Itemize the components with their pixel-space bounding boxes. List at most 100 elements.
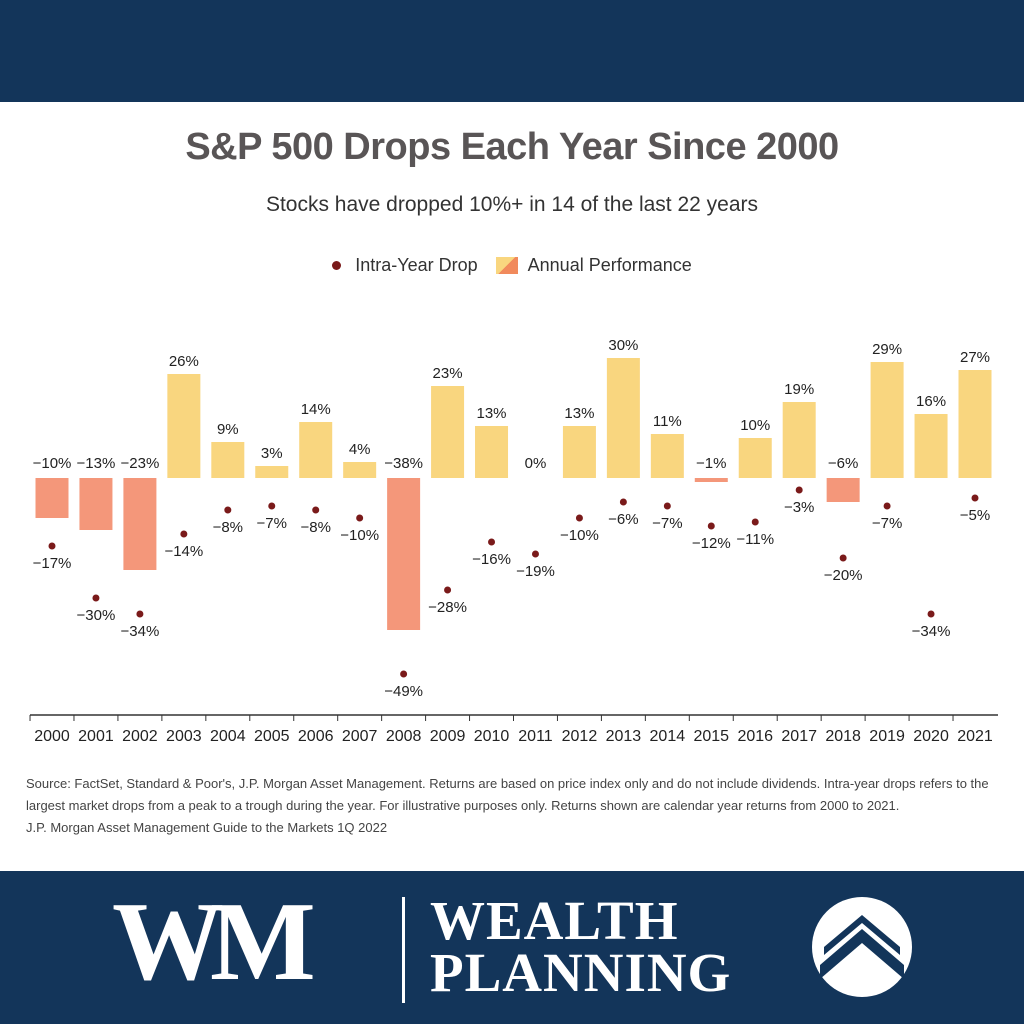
x-tick-label-2013: 2013 bbox=[606, 728, 642, 745]
annual-bar-2014 bbox=[650, 434, 684, 478]
drop-label-2021: −5% bbox=[960, 507, 990, 524]
x-tick-label-2004: 2004 bbox=[210, 728, 246, 745]
x-tick-label-2015: 2015 bbox=[693, 728, 729, 745]
drop-label-2016: −11% bbox=[736, 531, 774, 548]
annual-bar-2016 bbox=[738, 438, 772, 478]
annual-label-2019: 29% bbox=[872, 341, 902, 358]
drop-label-2000: −17% bbox=[33, 555, 72, 572]
annual-bar-2000 bbox=[35, 478, 69, 518]
legend-drop-label: Intra-Year Drop bbox=[355, 255, 478, 275]
x-tick-label-2007: 2007 bbox=[342, 728, 378, 745]
annual-label-2005: 3% bbox=[261, 445, 283, 462]
drop-label-2011: −19% bbox=[516, 563, 555, 580]
drop-label-2015: −12% bbox=[692, 535, 731, 552]
drop-label-2009: −28% bbox=[428, 599, 467, 616]
x-tick-label-2011: 2011 bbox=[518, 728, 553, 745]
source-text: Source: FactSet, Standard & Poor's, J.P.… bbox=[26, 776, 989, 813]
annual-bar-2019 bbox=[870, 362, 904, 478]
drop-label-2004: −8% bbox=[213, 519, 243, 536]
drop-point-2007 bbox=[356, 514, 364, 522]
drop-label-2010: −16% bbox=[472, 551, 511, 568]
x-tick-label-2002: 2002 bbox=[122, 728, 158, 745]
drop-point-2012 bbox=[575, 514, 583, 522]
drop-point-2001 bbox=[92, 594, 100, 602]
annual-label-2018: −6% bbox=[828, 455, 858, 472]
annual-bar-2001 bbox=[79, 478, 113, 530]
chart-subtitle: Stocks have dropped 10%+ in 14 of the la… bbox=[265, 193, 759, 216]
logo-word-planning: PLANNING bbox=[430, 942, 732, 1003]
drop-point-2004 bbox=[224, 506, 232, 514]
annual-label-2016: 10% bbox=[740, 417, 770, 434]
drop-point-2002 bbox=[136, 610, 144, 618]
x-tick-label-2021: 2021 bbox=[957, 728, 993, 745]
drop-label-2005: −7% bbox=[257, 515, 287, 532]
annual-label-2020: 16% bbox=[916, 393, 946, 410]
bar-chart: −10% −17% −13% −30% −23% −34% 26% −14% 9% −8% 3% −7… bbox=[29, 337, 998, 745]
annual-label-2006: 14% bbox=[301, 401, 331, 418]
x-tick-label-2008: 2008 bbox=[386, 728, 422, 745]
brand-logo: WM WEALTH PLANNING bbox=[0, 871, 1024, 1024]
annual-bar-2017 bbox=[782, 402, 816, 478]
annual-bar-2005 bbox=[255, 466, 289, 478]
annual-bar-2007 bbox=[343, 462, 377, 478]
drop-label-2008: −49% bbox=[384, 683, 423, 700]
chart-title: S&P 500 Drops Each Year Since 2000 bbox=[185, 126, 839, 168]
x-tick-label-2009: 2009 bbox=[430, 728, 466, 745]
annual-bar-2002 bbox=[123, 478, 157, 570]
source-guide: J.P. Morgan Asset Management Guide to th… bbox=[26, 820, 388, 835]
drop-point-2016 bbox=[751, 518, 759, 526]
annual-bar-2021 bbox=[958, 370, 992, 478]
annual-bar-2004 bbox=[211, 442, 245, 478]
x-tick-label-2019: 2019 bbox=[869, 728, 905, 745]
drop-label-2014: −7% bbox=[652, 515, 682, 532]
x-tick-label-2017: 2017 bbox=[781, 728, 817, 745]
annual-bar-2015 bbox=[694, 478, 728, 482]
x-tick-label-2012: 2012 bbox=[562, 728, 598, 745]
drop-label-2018: −20% bbox=[824, 567, 863, 584]
x-tick-label-2003: 2003 bbox=[166, 728, 202, 745]
annual-bar-2006 bbox=[299, 422, 333, 478]
annual-bar-2009 bbox=[431, 386, 465, 478]
legend-annual-label: Annual Performance bbox=[527, 255, 692, 275]
drop-point-2014 bbox=[663, 502, 671, 510]
annual-label-2004: 9% bbox=[217, 421, 239, 438]
drop-label-2017: −3% bbox=[784, 499, 814, 516]
drop-label-2020: −34% bbox=[912, 623, 951, 640]
drop-label-2012: −10% bbox=[560, 527, 599, 544]
labels-layer: −10% −17% −13% −30% −23% −34% 26% −14% 9% −8% 3% −7… bbox=[33, 337, 991, 700]
annual-bar-2020 bbox=[914, 414, 948, 478]
legend-drop-marker bbox=[332, 261, 342, 270]
drop-label-2019: −7% bbox=[872, 515, 902, 532]
x-tick-label-2000: 2000 bbox=[34, 728, 70, 745]
x-tick-label-2001: 2001 bbox=[78, 728, 114, 745]
bars-layer bbox=[35, 358, 992, 630]
x-tick-label-2005: 2005 bbox=[254, 728, 290, 745]
header-band bbox=[0, 0, 1024, 102]
logo-divider bbox=[402, 897, 405, 1003]
drop-point-2018 bbox=[839, 554, 847, 562]
chevron-logo-icon bbox=[812, 897, 912, 997]
annual-label-2011: 0% bbox=[525, 455, 547, 472]
drop-point-2005 bbox=[268, 502, 276, 510]
drop-point-2021 bbox=[971, 494, 979, 502]
x-tick-label-2006: 2006 bbox=[298, 728, 334, 745]
drop-point-2011 bbox=[531, 550, 539, 558]
drop-point-2019 bbox=[883, 502, 891, 510]
drop-label-2007: −10% bbox=[340, 527, 379, 544]
drop-point-2020 bbox=[927, 610, 935, 618]
logo-monogram: WM bbox=[112, 880, 316, 1004]
x-axis-ticks: 2000 2001 2002 2003 2004 2005 2006 2007 2008 2009… bbox=[29, 715, 993, 745]
drop-point-2000 bbox=[48, 542, 56, 550]
annual-label-2013: 30% bbox=[608, 337, 638, 354]
logo-word-wealth: WEALTH bbox=[430, 890, 679, 951]
drop-point-2015 bbox=[707, 522, 715, 530]
annual-label-2010: 13% bbox=[477, 405, 507, 422]
drop-point-2013 bbox=[619, 498, 627, 506]
annual-label-2001: −13% bbox=[77, 455, 116, 472]
annual-bar-2003 bbox=[167, 374, 201, 478]
drop-point-2006 bbox=[312, 506, 320, 514]
x-tick-label-2014: 2014 bbox=[650, 728, 686, 745]
annual-label-2007: 4% bbox=[349, 441, 371, 458]
x-tick-label-2010: 2010 bbox=[474, 728, 510, 745]
legend-annual-swatch bbox=[495, 257, 518, 274]
